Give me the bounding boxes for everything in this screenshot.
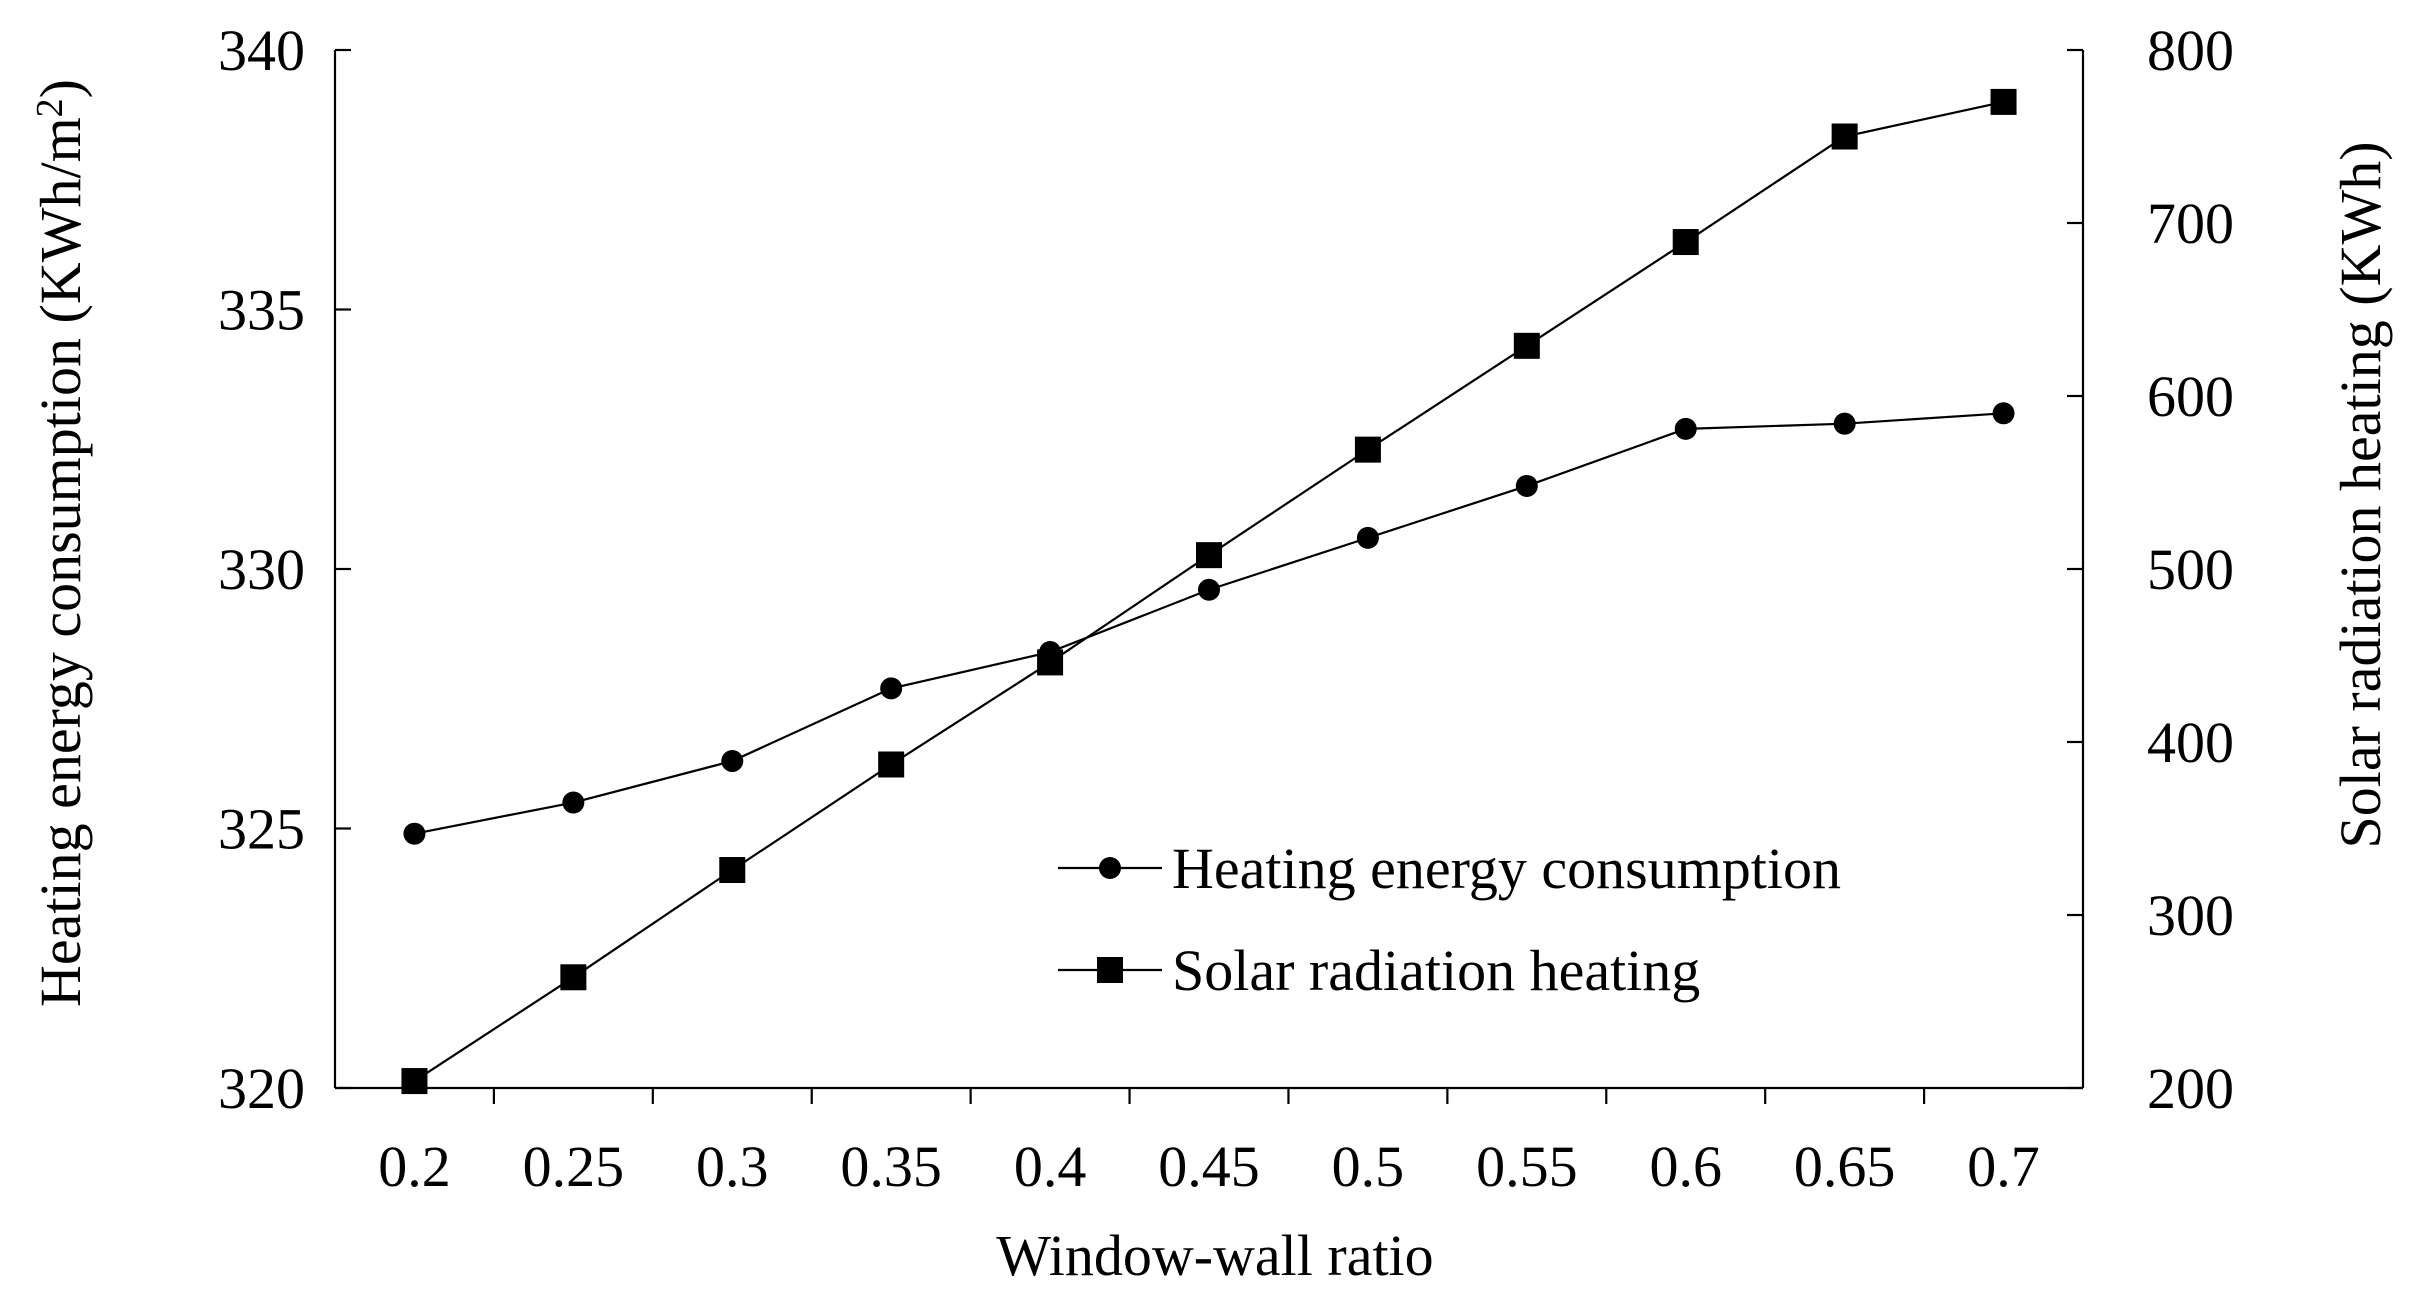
- series-1-point: [1198, 578, 1220, 601]
- series-2-point: [1831, 123, 1858, 150]
- series-1-point: [880, 677, 903, 700]
- y-right-tick-label: 300: [2147, 883, 2234, 948]
- x-tick-label: 0.55: [1476, 1134, 1578, 1199]
- y-right-tick-label: 700: [2147, 191, 2234, 256]
- ticks: 320 325 330 335 340 200 300 400 500 600 700 800 0.2 0…: [218, 18, 2234, 1199]
- x-tick-label: 0.35: [840, 1134, 942, 1199]
- series-1-point: [1356, 526, 1379, 549]
- series-1-point: [1515, 474, 1538, 497]
- x-tick-label: 0.45: [1158, 1134, 1260, 1199]
- series-1-point: [1833, 412, 1856, 435]
- series-2-point: [1196, 542, 1222, 569]
- legend-label-1: Heating energy consumption: [1172, 836, 1841, 901]
- y-left-tick-label: 320: [218, 1056, 305, 1121]
- series-2-point: [1513, 332, 1540, 359]
- legend-marker-2: [1097, 957, 1123, 983]
- x-tick-label: 0.7: [1967, 1134, 2040, 1199]
- series-1-point: [403, 822, 426, 845]
- series-2-point: [1672, 229, 1699, 256]
- y-right-tick-label: 600: [2147, 364, 2234, 429]
- x-tick-label: 0.25: [523, 1134, 625, 1199]
- y-left-tick-label: 330: [218, 537, 305, 602]
- series-1-point: [562, 791, 585, 814]
- x-axis-title: Window-wall ratio: [996, 1223, 1433, 1288]
- x-tick-label: 0.2: [378, 1134, 451, 1199]
- y-right-tick-label: 400: [2147, 710, 2234, 775]
- x-tick-label: 0.3: [696, 1134, 769, 1199]
- legend: Heating energy consumption Solar radiatio…: [1058, 836, 1841, 1003]
- y-right-tick-label: 200: [2147, 1056, 2234, 1121]
- y-axis-title-left-main: Heating energy consumption (KWh/m: [28, 117, 93, 1007]
- x-tick-label: 0.5: [1332, 1134, 1405, 1199]
- axes: [333, 50, 2085, 1090]
- y-right-tick-label: 500: [2147, 537, 2234, 602]
- x-tick-label: 0.65: [1794, 1134, 1896, 1199]
- series-1-point: [1992, 402, 2015, 425]
- y-axis-title-left-sup: 2: [29, 98, 71, 117]
- y-axis-title-left: Heating energy consumption (KWh/m2): [28, 79, 93, 1007]
- series-line-1: [414, 412, 2004, 835]
- legend-marker-1: [1099, 857, 1121, 879]
- series-2-point: [719, 857, 746, 884]
- series-2-point: [1354, 436, 1381, 463]
- x-tick-label: 0.6: [1649, 1134, 1722, 1199]
- series-2-point: [1037, 649, 1064, 676]
- y-left-tick-label: 340: [218, 18, 305, 83]
- x-tick-label: 0.4: [1014, 1134, 1087, 1199]
- series-2-point: [1990, 88, 2017, 115]
- series-1-point: [721, 750, 744, 773]
- legend-label-2: Solar radiation heating: [1172, 938, 1700, 1003]
- y-axis-title-left-close: ): [28, 79, 93, 98]
- series-2-point: [878, 751, 905, 778]
- series-2-point: [560, 964, 587, 991]
- series-1-point: [1674, 417, 1697, 440]
- y-left-tick-label: 325: [218, 797, 305, 862]
- y-left-tick-label: 335: [218, 278, 305, 343]
- series-layer: [401, 88, 2017, 1095]
- y-axis-title-right: Solar radiation heating (KWh): [2328, 141, 2393, 848]
- series-2-point: [401, 1068, 428, 1095]
- y-right-tick-label: 800: [2147, 18, 2234, 83]
